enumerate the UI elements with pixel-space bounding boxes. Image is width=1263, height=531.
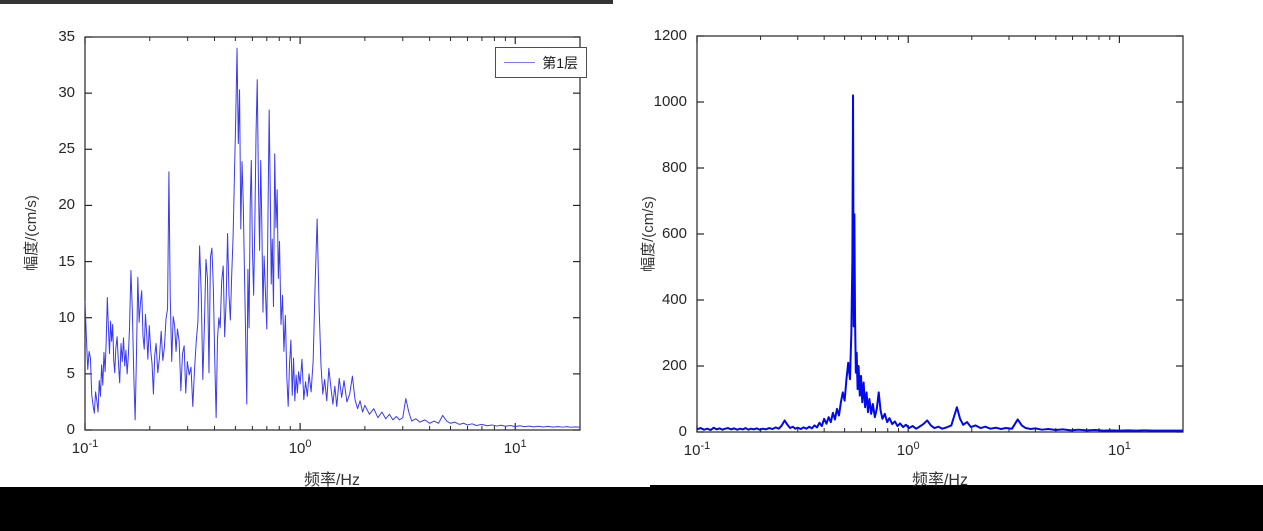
y-tick-label: 25 bbox=[58, 140, 75, 158]
top-black-bar bbox=[0, 0, 613, 4]
y-tick-label: 20 bbox=[58, 196, 75, 214]
chart-floor1: 频率/Hz 幅度/(cm/s) 第1层 0 5 10 15 20 25 30 35 10-1 10… bbox=[0, 0, 631, 489]
y-tick-label: 10 bbox=[58, 308, 75, 326]
y-tick-label: 400 bbox=[661, 291, 687, 308]
y-tick-label: 5 bbox=[66, 364, 75, 382]
y-tick-label: 15 bbox=[58, 252, 75, 270]
y-tick-label: 35 bbox=[58, 28, 75, 45]
legend-line-sample-floor1 bbox=[504, 62, 536, 63]
bottom-black-bar-right bbox=[650, 485, 1263, 531]
x-tick-label: 10-1 bbox=[683, 440, 711, 459]
y-tick-label: 800 bbox=[661, 159, 687, 176]
x-axis-label-floor25: 频率/Hz bbox=[911, 472, 968, 489]
y-tick-label: 200 bbox=[661, 357, 687, 374]
legend-label-floor1: 第1层 bbox=[542, 54, 578, 71]
spectrum-line-第25层 bbox=[696, 94, 1183, 432]
plot-area-floor25-canvas bbox=[696, 35, 1184, 433]
bottom-black-bar-left bbox=[0, 487, 650, 531]
plot-area-floor1-canvas bbox=[84, 36, 581, 431]
plot-box bbox=[696, 35, 1184, 433]
y-tick-label: 30 bbox=[58, 84, 75, 102]
chart-floor25: 频率/Hz 幅度/(cm/s) 第25层 0200400600800100012… bbox=[631, 0, 1263, 489]
x-axis-label-floor1: 频率/Hz bbox=[303, 472, 360, 489]
spectrum-line-第1层 bbox=[84, 47, 581, 428]
x-tick-label: 100 bbox=[896, 440, 920, 459]
x-tick-label: 100 bbox=[288, 438, 312, 457]
x-tick-label: 101 bbox=[1108, 440, 1131, 459]
x-tick-label: 10-1 bbox=[71, 438, 99, 457]
y-tick-label: 600 bbox=[661, 225, 687, 242]
x-tick-label: 101 bbox=[503, 438, 527, 457]
y-tick-label: 0 bbox=[66, 421, 75, 438]
y-tick-label: 0 bbox=[678, 423, 687, 440]
plot-box bbox=[84, 36, 581, 431]
y-tick-label: 1000 bbox=[653, 93, 687, 110]
y-tick-label: 1200 bbox=[653, 27, 687, 44]
legend-floor1: 第1层 bbox=[495, 47, 587, 78]
y-axis-label-floor1: 幅度/(cm/s) bbox=[23, 195, 40, 271]
